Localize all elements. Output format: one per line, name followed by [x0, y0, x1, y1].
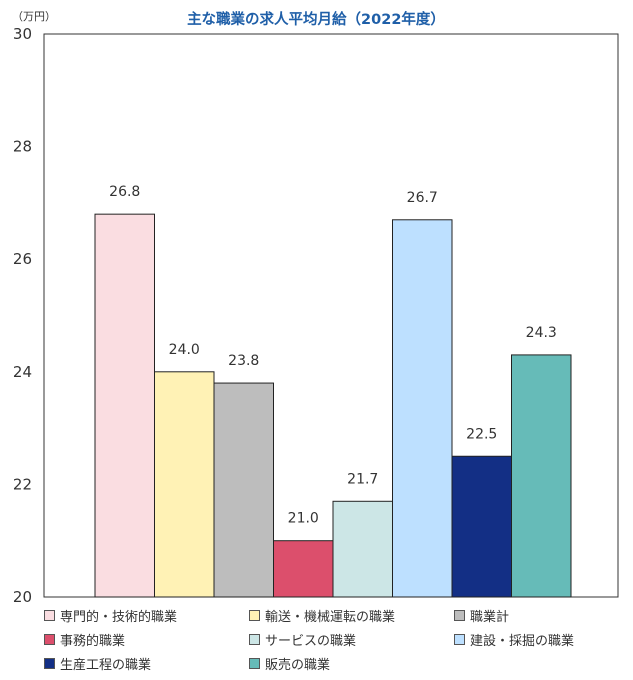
data-label: 26.7 — [407, 190, 438, 206]
y-tick-label: 30 — [13, 25, 32, 43]
legend-item: 職業計 — [454, 606, 604, 625]
data-label: 21.7 — [347, 471, 378, 487]
data-label: 23.8 — [228, 353, 259, 369]
bar — [154, 371, 215, 598]
y-tick-label: 28 — [13, 138, 32, 156]
legend-swatch — [44, 658, 55, 669]
bar — [94, 213, 155, 598]
legend-swatch — [454, 610, 465, 621]
y-tick-label: 20 — [13, 588, 32, 606]
data-label: 26.8 — [109, 184, 140, 200]
legend-swatch — [249, 610, 260, 621]
legend-item: 専門的・技術的職業 — [44, 606, 249, 625]
y-axis-ticks: 20 22 24 26 28 30 — [13, 25, 32, 606]
data-labels: 26.8 24.0 23.8 21.0 21.7 26.7 22.5 24.3 — [109, 184, 557, 527]
y-axis-unit-label: （万円） — [12, 10, 56, 23]
data-label: 21.0 — [288, 511, 319, 527]
legend-item: 事務的職業 — [44, 630, 249, 649]
legend-label: サービスの職業 — [265, 634, 357, 649]
legend-swatch — [249, 658, 260, 669]
bar — [213, 382, 274, 598]
legend-label: 建設・採掘の職業 — [470, 634, 575, 649]
legend-swatch — [454, 634, 465, 645]
legend-item: 生産工程の職業 — [44, 654, 249, 673]
bar — [392, 219, 453, 598]
data-label: 24.0 — [169, 342, 200, 358]
legend-item: サービスの職業 — [249, 630, 454, 649]
legend-label: 専門的・技術的職業 — [60, 610, 178, 625]
y-tick-label: 26 — [13, 250, 32, 268]
legend-label: 事務的職業 — [60, 634, 126, 649]
legend-label: 生産工程の職業 — [60, 658, 152, 673]
legend: 専門的・技術的職業 輸送・機械運転の職業 職業計事務的職業 サービスの職業 建設・採掘の… — [44, 606, 604, 673]
legend-swatch — [249, 634, 260, 645]
legend-swatch — [44, 634, 55, 645]
legend-swatch — [44, 610, 55, 621]
y-tick-label: 24 — [13, 363, 32, 381]
legend-item: 販売の職業 — [249, 654, 454, 673]
y-tick-label: 22 — [13, 475, 32, 493]
legend-item: 建設・採掘の職業 — [454, 630, 604, 649]
bar — [451, 455, 512, 598]
legend-item: 輸送・機械運転の職業 — [249, 606, 454, 625]
data-label: 22.5 — [466, 426, 497, 442]
data-label: 24.3 — [526, 325, 557, 341]
chart-title: 主な職業の求人平均月給（2022年度） — [187, 10, 445, 28]
bar — [511, 354, 572, 598]
bar — [273, 540, 334, 598]
legend-label: 輸送・機械運転の職業 — [265, 610, 396, 625]
legend-label: 職業計 — [470, 610, 510, 625]
bars — [94, 213, 572, 598]
bar — [332, 500, 393, 598]
legend-label: 販売の職業 — [265, 658, 331, 673]
